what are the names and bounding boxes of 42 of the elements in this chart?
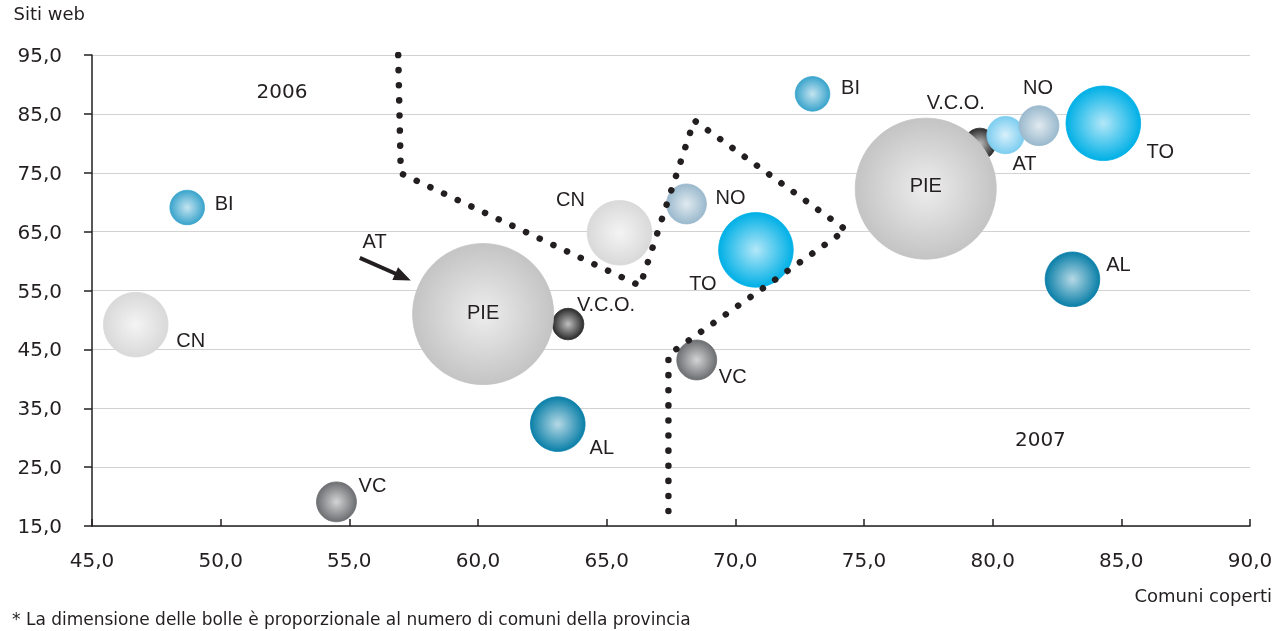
- y-tick-label: 95,0: [17, 43, 62, 67]
- x-tick-label: 85,0: [1099, 548, 1144, 572]
- y-tick-label: 35,0: [17, 396, 62, 421]
- y-tick-label: 75,0: [17, 160, 62, 185]
- series-label: PIE: [909, 173, 942, 196]
- y-tick-label: 15,0: [17, 514, 62, 538]
- x-tick-label: 60,0: [455, 548, 501, 572]
- y-tick-label: 65,0: [17, 219, 62, 244]
- series-label: NO: [715, 185, 746, 208]
- text: BI: [841, 75, 860, 98]
- annotation: 2006: [256, 79, 308, 104]
- x-tick-label: 45,0: [69, 548, 115, 572]
- y-tick-label: 55,0: [17, 278, 62, 303]
- text: * La dimensione delle bolle è proporzionale al numero di comuni della provincia: [12, 609, 691, 629]
- x-tick-label: 75,0: [841, 548, 887, 572]
- text: CN: [556, 187, 585, 210]
- text: VC: [358, 473, 387, 496]
- x-tick-label: 70,0: [713, 548, 758, 572]
- x-tick-label: 80,0: [970, 548, 1015, 572]
- text: NO: [1022, 75, 1053, 98]
- x-tick-label: 55,0: [327, 548, 372, 572]
- series-label: AL: [1106, 253, 1131, 276]
- series-label: TO: [689, 271, 717, 294]
- x-tick-label: 50,0: [198, 548, 243, 572]
- text: TO: [1146, 140, 1175, 163]
- series-label: CN: [176, 328, 206, 351]
- annotation: AT: [362, 230, 387, 253]
- x-tick-label: 90,0: [1227, 548, 1273, 572]
- series-label: AT: [1012, 152, 1037, 175]
- x-axis-title: Comuni coperti: [1134, 584, 1272, 606]
- y-axis-title: Siti web: [13, 2, 85, 24]
- series-label: VC: [718, 364, 747, 387]
- y-tick-label: 45,0: [17, 337, 62, 362]
- text: V.C.O.: [926, 90, 985, 113]
- series-label: V.C.O.: [576, 293, 636, 316]
- annotation: 2007: [1014, 426, 1066, 451]
- series-label: BI: [214, 192, 234, 215]
- y-tick-label: 85,0: [17, 101, 62, 126]
- text: AL: [589, 436, 615, 459]
- x-tick-label: 65,0: [584, 548, 629, 572]
- y-tick-label: 25,0: [17, 455, 62, 480]
- text: PIE: [467, 301, 500, 324]
